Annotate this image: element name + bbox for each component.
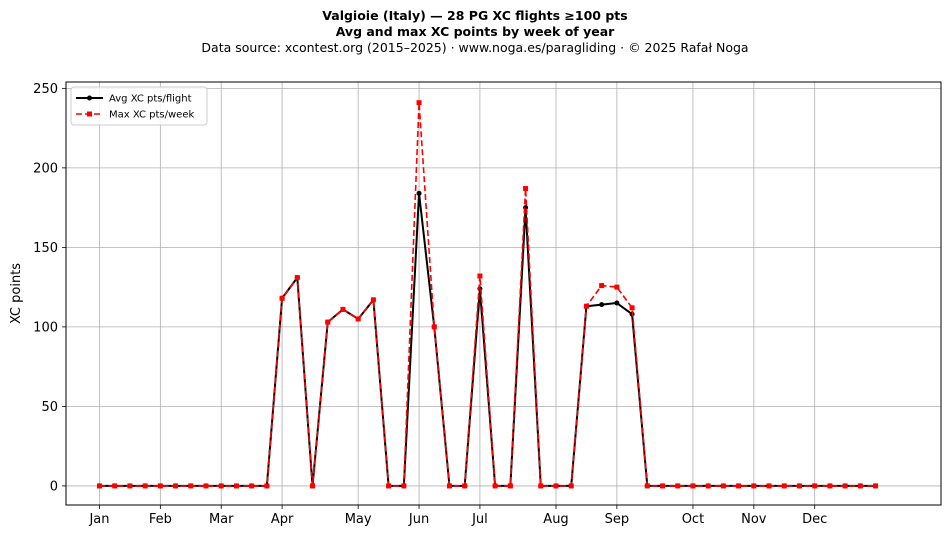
series-2-point [796, 483, 802, 489]
series-layer [96, 100, 879, 489]
series-2-point [675, 483, 681, 489]
x-tick-label: Nov [741, 512, 767, 527]
y-axis-label: XC points [9, 263, 24, 324]
legend-box [70, 86, 208, 126]
series-line-1 [99, 192, 876, 487]
series-2-point [629, 305, 635, 311]
legend-marker-2 [87, 111, 92, 117]
chart-title-line2: Avg and max XC points by week of year [335, 24, 615, 39]
series-2-point [523, 186, 529, 192]
series-2-point [492, 483, 498, 489]
series-2-point [583, 303, 589, 309]
y-tick-label: 200 [33, 161, 58, 176]
y-tick-label: 100 [33, 320, 58, 335]
series-2-point [553, 483, 559, 489]
chart-subtitle: Data source: xcontest.org (2015–2025) · … [201, 40, 749, 55]
y-tick-label: 250 [33, 82, 58, 97]
x-tick-label: Oct [682, 512, 704, 527]
series-1-point [614, 300, 620, 306]
series-2-point [736, 483, 742, 489]
series-2-point [401, 483, 407, 489]
series-2-point [614, 284, 620, 290]
series-2-point [157, 483, 163, 489]
chart-title-line1: Valgioie (Italy) — 28 PG XC flights ≥100… [322, 8, 628, 23]
chart-title-block: Valgioie (Italy) — 28 PG XC flights ≥100… [0, 8, 950, 56]
series-2-point [827, 483, 833, 489]
series-2-point [264, 483, 270, 489]
series-2-point [690, 483, 696, 489]
series-2-point [538, 483, 544, 489]
series-2-point [720, 483, 726, 489]
series-2-point [660, 483, 666, 489]
x-tick-label: Jan [88, 512, 109, 527]
series-2-point [781, 483, 787, 489]
x-tick-label: Aug [543, 512, 568, 527]
series-2-point [112, 483, 118, 489]
series-2-point [766, 483, 772, 489]
series-line-2 [99, 101, 876, 487]
series-2-point [842, 483, 848, 489]
series-2-point [310, 483, 316, 489]
series-2-point [249, 483, 255, 489]
series-2-point [873, 483, 879, 489]
series-2-point [462, 483, 468, 489]
series-2-point [218, 483, 224, 489]
y-tick-label: 0 [50, 479, 58, 494]
series-2-point [294, 275, 300, 281]
series-2-point [568, 483, 574, 489]
x-tick-label: May [345, 512, 372, 527]
series-2-point [386, 483, 392, 489]
series-2-point [370, 297, 376, 303]
series-2-point [203, 483, 209, 489]
x-tick-label: Mar [209, 512, 234, 527]
series-2-point [279, 295, 285, 301]
y-tick-label: 50 [41, 400, 58, 415]
legend-label-2: Max XC pts/week [109, 110, 194, 121]
x-tick-label: Jun [408, 512, 429, 527]
series-2-point [599, 283, 605, 289]
x-tick-label: Sep [605, 512, 630, 527]
series-2-point [431, 324, 437, 330]
x-tick-label: Feb [149, 512, 172, 527]
series-2-point [446, 483, 452, 489]
series-2-point [644, 483, 650, 489]
series-2-point [96, 483, 102, 489]
legend-marker-1 [87, 95, 92, 101]
series-1-point [599, 302, 605, 308]
series-2-point [325, 319, 331, 325]
series-2-point [705, 483, 711, 489]
series-2-point [188, 483, 194, 489]
series-2-point [340, 306, 346, 312]
series-2-point [127, 483, 133, 489]
series-2-point [857, 483, 863, 489]
grid [66, 82, 941, 505]
axis-ticks: Jan Feb Mar Apr May Jun Jul Aug Sep Oct Nov Dec 0 50 1… [33, 82, 827, 527]
series-2-point [233, 483, 239, 489]
series-2-point [355, 316, 361, 322]
series-1-point [416, 190, 422, 196]
series-2-point [751, 483, 757, 489]
legend: Avg XC pts/flight Max XC pts/week [70, 86, 208, 126]
series-2-point [477, 273, 483, 279]
plot-frame [65, 81, 942, 506]
y-tick-label: 150 [33, 241, 58, 256]
x-tick-label: Dec [802, 512, 827, 527]
x-tick-label: Apr [271, 512, 294, 527]
series-2-point [416, 100, 422, 106]
legend-label-1: Avg XC pts/flight [109, 94, 192, 105]
series-2-point [173, 483, 179, 489]
series-2-point [507, 483, 513, 489]
series-2-point [142, 483, 148, 489]
x-tick-label: Jul [471, 512, 488, 527]
series-2-point [812, 483, 818, 489]
